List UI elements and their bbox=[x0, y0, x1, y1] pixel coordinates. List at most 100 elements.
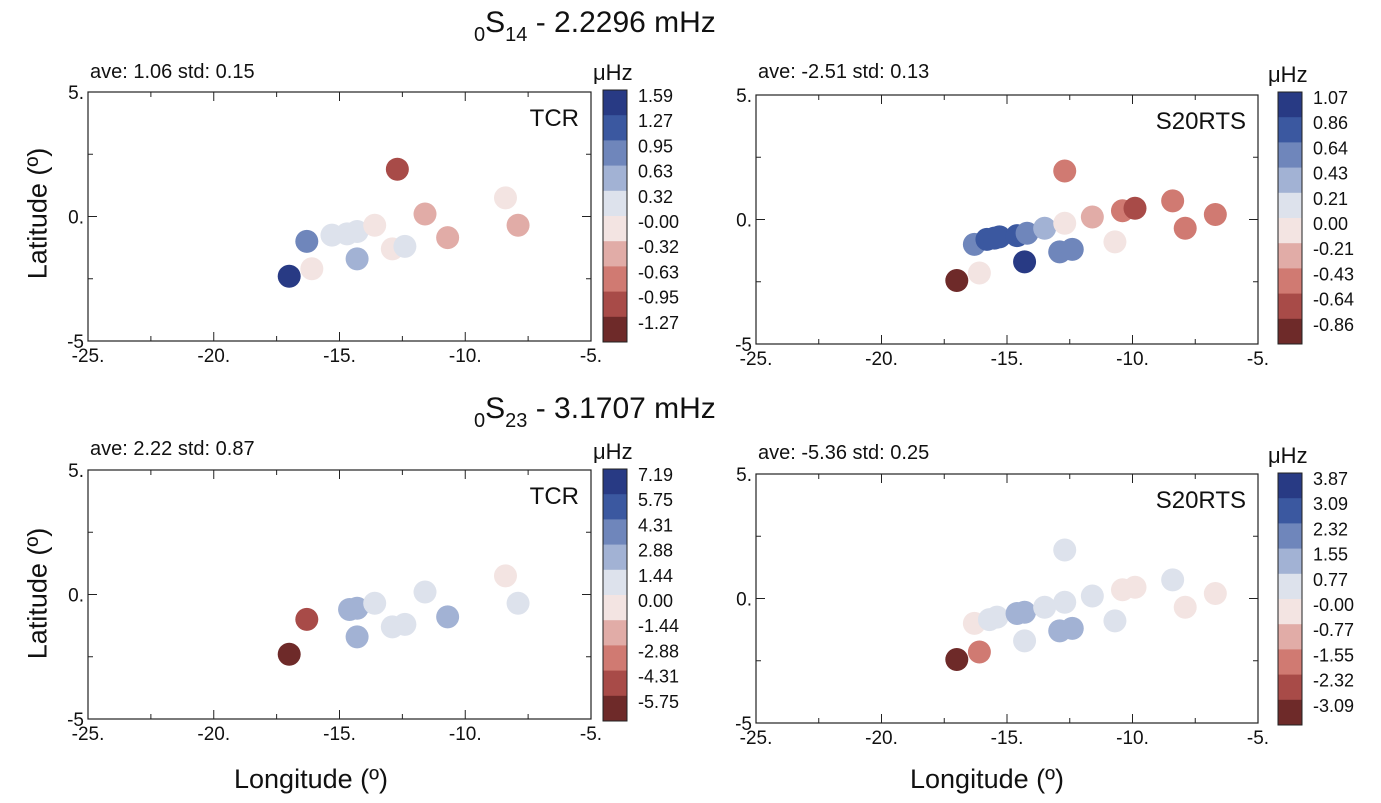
colorbar-label: 1.59 bbox=[638, 86, 673, 106]
colorbar-swatch bbox=[1278, 117, 1302, 143]
colorbar-label: 3.09 bbox=[1313, 494, 1348, 514]
data-point bbox=[1013, 629, 1037, 653]
row-title-0s23: 0S23 - 3.1707 mHz bbox=[474, 392, 716, 432]
colorbar-unit: μHz bbox=[1268, 443, 1308, 468]
data-point bbox=[945, 648, 969, 672]
colorbar-swatch bbox=[1278, 142, 1302, 169]
data-point bbox=[967, 261, 991, 285]
data-point bbox=[393, 612, 417, 636]
data-point bbox=[506, 591, 530, 615]
x-tick-label: -25. bbox=[740, 349, 773, 370]
x-tick-label: -10. bbox=[1116, 728, 1149, 749]
colorbar-label: 0.77 bbox=[1313, 570, 1348, 590]
colorbar-label: 1.07 bbox=[1313, 88, 1348, 108]
colorbar-label: 0.00 bbox=[638, 591, 673, 611]
data-point bbox=[506, 213, 530, 237]
colorbar-label: -2.88 bbox=[638, 641, 679, 661]
colorbar-label: -2.32 bbox=[1313, 671, 1354, 691]
colorbar-label: -1.55 bbox=[1313, 645, 1354, 665]
data-point bbox=[345, 596, 369, 620]
x-tick-label: -15. bbox=[991, 349, 1024, 370]
colorbar-frame bbox=[1277, 91, 1303, 345]
colorbar-label: 1.44 bbox=[638, 566, 673, 586]
colorbar-swatch bbox=[1278, 293, 1302, 320]
colorbar-swatch bbox=[603, 519, 627, 546]
y-tick-label: 0. bbox=[736, 211, 752, 232]
colorbar-label: -1.44 bbox=[638, 616, 679, 636]
x-tick-label: -5. bbox=[1247, 728, 1269, 749]
colorbar-label: -0.77 bbox=[1313, 620, 1354, 640]
colorbar-swatch bbox=[1278, 218, 1302, 244]
data-point bbox=[363, 591, 387, 615]
colorbar-label: 3.87 bbox=[1313, 469, 1348, 489]
data-point bbox=[1080, 205, 1104, 229]
colorbar-swatch bbox=[603, 645, 627, 672]
data-point bbox=[1161, 189, 1185, 213]
data-point bbox=[987, 225, 1011, 249]
data-point bbox=[1173, 595, 1197, 619]
colorbar-label: 5.75 bbox=[638, 490, 673, 510]
colorbar-label: -3.09 bbox=[1313, 696, 1354, 716]
data-point bbox=[277, 264, 301, 288]
colorbar-label: 0.00 bbox=[1313, 214, 1348, 234]
colorbar-swatch bbox=[1278, 573, 1302, 600]
x-tick-label: -10. bbox=[449, 346, 482, 367]
x-tick-label: -20. bbox=[197, 724, 230, 745]
data-point bbox=[300, 257, 324, 281]
colorbar-label: 1.27 bbox=[638, 111, 673, 131]
data-point bbox=[413, 580, 437, 604]
colorbar-swatch bbox=[603, 316, 627, 343]
data-point bbox=[1013, 600, 1037, 624]
data-point bbox=[945, 269, 969, 293]
colorbar-swatch bbox=[603, 595, 627, 621]
colorbar-swatch bbox=[603, 469, 627, 495]
colorbar-label: -0.64 bbox=[1313, 290, 1354, 310]
data-point bbox=[295, 229, 319, 253]
data-point bbox=[1123, 575, 1147, 599]
colorbar-label: 0.43 bbox=[1313, 164, 1348, 184]
y-tick-label: 0. bbox=[68, 586, 84, 607]
y-tick-label: -5 bbox=[67, 710, 84, 731]
data-point bbox=[1203, 203, 1227, 227]
data-point bbox=[436, 226, 460, 250]
colorbar-swatch bbox=[1278, 92, 1302, 118]
data-point bbox=[1161, 568, 1185, 592]
colorbar-label: 2.88 bbox=[638, 541, 673, 561]
x-tick-label: -25. bbox=[72, 346, 105, 367]
colorbar-label: -0.43 bbox=[1313, 264, 1354, 284]
model-label: TCR bbox=[530, 483, 579, 510]
colorbar-label: -4.31 bbox=[638, 667, 679, 687]
model-label: S20RTS bbox=[1156, 487, 1246, 514]
data-point bbox=[1053, 159, 1077, 183]
colorbar-label: -0.00 bbox=[1313, 595, 1354, 615]
colorbar-swatch bbox=[1278, 243, 1302, 269]
colorbar-label: -0.32 bbox=[638, 237, 679, 257]
colorbar-swatch bbox=[603, 115, 627, 141]
colorbar-swatch bbox=[1278, 318, 1302, 345]
colorbar-swatch bbox=[1278, 624, 1302, 650]
data-point bbox=[1060, 237, 1084, 261]
y-tick-label: 5. bbox=[68, 83, 84, 104]
colorbar-swatch bbox=[1278, 268, 1302, 295]
x-tick-label: -10. bbox=[1116, 349, 1149, 370]
data-point bbox=[277, 642, 301, 666]
colorbar-frame bbox=[602, 468, 628, 722]
data-point bbox=[413, 202, 437, 226]
model-label: TCR bbox=[530, 105, 579, 132]
x-axis-label-right: Longitude (º) bbox=[910, 764, 1064, 794]
y-tick-label: -5 bbox=[735, 714, 752, 735]
y-tick-label: -5 bbox=[735, 335, 752, 356]
colorbar-label: 0.95 bbox=[638, 136, 673, 156]
y-tick-label: 5. bbox=[736, 465, 752, 486]
colorbar-swatch bbox=[1278, 674, 1302, 701]
data-point bbox=[345, 219, 369, 243]
colorbar-swatch bbox=[603, 291, 627, 318]
colorbar-unit: μHz bbox=[593, 60, 633, 85]
colorbar-swatch bbox=[603, 569, 627, 596]
x-tick-label: -25. bbox=[740, 728, 773, 749]
colorbar-swatch bbox=[1278, 699, 1302, 726]
x-tick-label: -10. bbox=[449, 724, 482, 745]
colorbar-swatch bbox=[1278, 523, 1302, 550]
data-point bbox=[493, 186, 517, 210]
